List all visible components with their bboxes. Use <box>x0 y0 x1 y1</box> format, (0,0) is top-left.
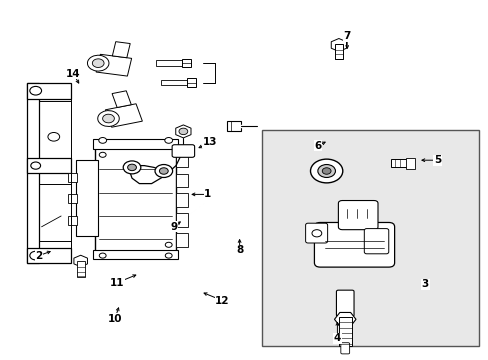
Bar <box>156 60 183 66</box>
Bar <box>227 121 241 131</box>
Text: 13: 13 <box>203 137 217 147</box>
Text: 4: 4 <box>333 333 341 343</box>
FancyBboxPatch shape <box>364 229 388 254</box>
FancyBboxPatch shape <box>336 290 353 316</box>
Bar <box>175 174 187 187</box>
Text: 12: 12 <box>215 296 229 306</box>
Circle shape <box>92 59 104 67</box>
Text: 7: 7 <box>343 31 350 41</box>
Text: 8: 8 <box>236 245 243 255</box>
Bar <box>77 261 84 277</box>
Bar <box>112 42 130 58</box>
FancyBboxPatch shape <box>305 223 327 243</box>
Bar <box>390 159 409 167</box>
Bar <box>27 158 71 173</box>
Bar <box>175 154 187 167</box>
Circle shape <box>99 253 106 258</box>
Bar <box>68 216 77 225</box>
Bar <box>93 139 178 149</box>
Bar <box>175 193 187 207</box>
Circle shape <box>310 159 342 183</box>
Text: 2: 2 <box>36 251 42 261</box>
Bar <box>406 158 414 169</box>
Circle shape <box>155 165 172 177</box>
Circle shape <box>99 138 106 143</box>
Text: 10: 10 <box>107 314 122 324</box>
Bar <box>182 59 191 67</box>
FancyBboxPatch shape <box>172 145 194 157</box>
Bar <box>105 104 142 127</box>
Circle shape <box>322 168 330 174</box>
FancyBboxPatch shape <box>340 343 349 354</box>
Bar <box>161 80 188 85</box>
Circle shape <box>317 165 335 177</box>
Text: 11: 11 <box>110 278 124 288</box>
Bar <box>261 130 478 346</box>
Text: 14: 14 <box>66 69 81 79</box>
Text: 5: 5 <box>433 155 440 165</box>
Bar <box>27 248 71 263</box>
Circle shape <box>98 111 119 126</box>
Circle shape <box>165 253 172 258</box>
Circle shape <box>127 164 136 171</box>
Bar <box>96 54 131 76</box>
Circle shape <box>99 152 106 157</box>
Text: 1: 1 <box>204 189 211 199</box>
Bar <box>93 250 178 259</box>
Bar <box>27 83 39 263</box>
FancyBboxPatch shape <box>314 222 394 267</box>
Bar <box>175 233 187 247</box>
Circle shape <box>179 128 187 135</box>
Bar <box>187 78 196 87</box>
Bar <box>112 91 131 108</box>
Text: 3: 3 <box>421 279 428 289</box>
Bar <box>338 317 351 346</box>
Circle shape <box>87 55 109 71</box>
Circle shape <box>30 86 41 95</box>
Circle shape <box>30 251 41 260</box>
Circle shape <box>164 138 172 143</box>
Bar <box>95 142 176 254</box>
Bar <box>76 160 98 236</box>
Circle shape <box>31 162 41 169</box>
FancyBboxPatch shape <box>338 201 377 230</box>
Circle shape <box>102 114 114 123</box>
Bar <box>68 194 77 203</box>
Bar <box>27 83 71 99</box>
Bar <box>68 173 77 182</box>
Circle shape <box>48 132 60 141</box>
Circle shape <box>159 168 168 174</box>
Text: 6: 6 <box>314 141 321 151</box>
Bar <box>334 44 342 59</box>
Circle shape <box>165 242 172 247</box>
Circle shape <box>123 161 141 174</box>
Bar <box>175 213 187 227</box>
Text: 9: 9 <box>170 222 177 232</box>
Circle shape <box>311 230 321 237</box>
